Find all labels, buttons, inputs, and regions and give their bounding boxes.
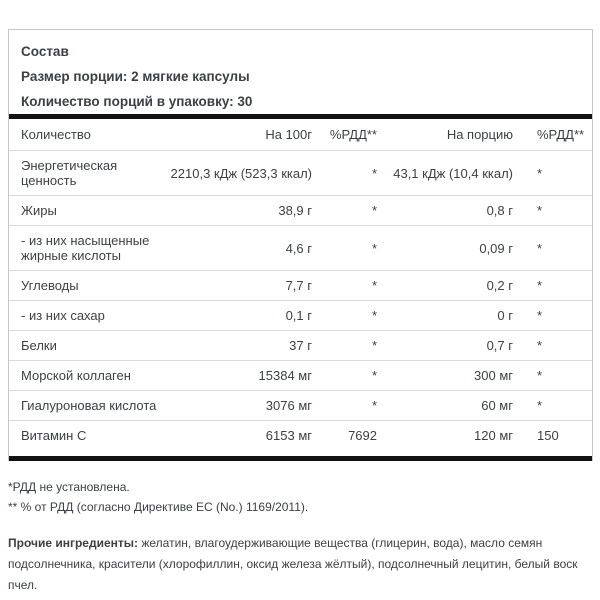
table-row: Морской коллаген 15384 мг * 300 мг * (9, 360, 592, 390)
nutrient-name-cell: Витамин C (21, 428, 87, 443)
per-100g-cell: 15384 мг (258, 368, 312, 383)
per-serving-cell: 300 мг (474, 368, 513, 383)
nutrient-name-cell: Углеводы (21, 278, 79, 293)
table-header-row: Количество На 100г %РДД** На порцию %РДД… (9, 119, 592, 150)
per-100g-cell: 38,9 г (278, 203, 312, 218)
ingredients-text: желатин, влагоудерживающие вещества (гли… (8, 536, 578, 592)
rdd-serving-cell: * (537, 240, 543, 256)
ingredients-paragraph: Прочие ингредиенты: желатин, влагоудержи… (8, 533, 593, 596)
per-100g-cell: 4,6 г (285, 240, 312, 256)
rdd-100g-cell: 7692 (348, 428, 377, 443)
serving-size-label: Размер порции: (21, 69, 128, 84)
rdd-serving-cell: * (537, 398, 543, 413)
per-100g-cell: 2210,3 кДж (523,3 ккал) (170, 165, 312, 181)
table-row: Энергетическая ценность 2210,3 кДж (523,… (9, 150, 592, 195)
footnote-rdd-percent: ** % от РДД (согласно Директиве ЕС (No.)… (8, 500, 309, 514)
table-row: Жиры 38,9 г * 0,8 г * (9, 195, 592, 225)
rdd-serving-cell: * (537, 278, 543, 293)
table-top-divider (9, 114, 592, 119)
servings-count-line: Количество порций в упаковку: 30 (21, 89, 580, 114)
column-header-per-100g: На 100г (265, 127, 312, 142)
table-row: Углеводы 7,7 г * 0,2 г * (9, 270, 592, 300)
per-serving-cell: 60 мг (481, 398, 513, 413)
composition-title: Состав (21, 44, 69, 59)
info-header: Состав Размер порции: 2 мягкие капсулы К… (9, 30, 592, 114)
per-serving-cell: 0 г (497, 308, 513, 323)
table-row: Гиалуроновая кислота 3076 мг * 60 мг * (9, 390, 592, 420)
nutrient-name-cell: - из них насыщенные жирные кислоты (21, 233, 150, 263)
table-row: Витамин C 6153 мг 7692 120 мг 150 (9, 420, 592, 456)
per-100g-cell: 3076 мг (265, 398, 312, 413)
rdd-serving-cell: * (537, 165, 543, 181)
rdd-serving-cell: * (537, 368, 543, 383)
composition-box: Состав Размер порции: 2 мягкие капсулы К… (8, 29, 593, 461)
rdd-serving-cell: 150 (537, 428, 559, 443)
serving-size-value: 2 мягкие капсулы (131, 69, 250, 84)
nutrient-name-cell: Жиры (21, 203, 57, 218)
rdd-serving-cell: * (537, 203, 543, 218)
table-row: Белки 37 г * 0,7 г * (9, 330, 592, 360)
column-header-per-serving: На порцию (446, 127, 513, 142)
rdd-100g-cell: * (371, 398, 377, 413)
column-header-rdd-serving: %РДД** (537, 127, 585, 142)
rdd-100g-cell: * (371, 240, 377, 256)
servings-count-value: 30 (237, 94, 253, 109)
per-100g-cell: 37 г (289, 338, 312, 353)
servings-count-label: Количество порций в упаковку: (21, 94, 234, 109)
column-header-quantity: Количество (21, 127, 91, 142)
per-100g-cell: 7,7 г (285, 278, 312, 293)
nutrient-name-cell: Белки (21, 338, 57, 353)
per-100g-cell: 6153 мг (265, 428, 312, 443)
rdd-100g-cell: * (371, 278, 377, 293)
per-serving-cell: 43,1 кДж (10,4 ккал) (393, 165, 513, 181)
nutrient-name-cell: Гиалуроновая кислота (21, 398, 157, 413)
footnote-rdd-not-set: *РДД не установлена. (8, 480, 130, 494)
rdd-100g-cell: * (371, 308, 377, 323)
per-100g-cell: 0,1 г (285, 308, 312, 323)
rdd-100g-cell: * (371, 165, 377, 181)
ingredients-label: Прочие ингредиенты: (8, 536, 139, 550)
table-row: - из них насыщенные жирные кислоты 4,6 г… (9, 225, 592, 270)
footnotes: *РДД не установлена. ** % от РДД (соглас… (8, 477, 578, 517)
per-serving-cell: 0,8 г (486, 203, 513, 218)
per-serving-cell: 120 мг (474, 428, 513, 443)
table-bottom-divider (9, 456, 592, 461)
per-serving-cell: 0,7 г (486, 338, 513, 353)
rdd-100g-cell: * (371, 203, 377, 218)
nutrient-name-cell: - из них сахар (21, 308, 105, 323)
rdd-serving-cell: * (537, 338, 543, 353)
rdd-serving-cell: * (537, 308, 543, 323)
per-serving-cell: 0,09 г (479, 240, 513, 256)
per-serving-cell: 0,2 г (486, 278, 513, 293)
nutrition-panel: Состав Размер порции: 2 мягкие капсулы К… (8, 29, 593, 592)
serving-size-line: Размер порции: 2 мягкие капсулы (21, 64, 580, 89)
facts-table: Количество На 100г %РДД** На порцию %РДД… (9, 119, 592, 456)
nutrient-name-cell: Энергетическая ценность (21, 158, 118, 188)
rdd-100g-cell: * (371, 338, 377, 353)
table-row: - из них сахар 0,1 г * 0 г * (9, 300, 592, 330)
nutrient-name-cell: Морской коллаген (21, 368, 131, 383)
column-header-rdd-100g: %РДД** (329, 127, 377, 142)
rdd-100g-cell: * (371, 368, 377, 383)
